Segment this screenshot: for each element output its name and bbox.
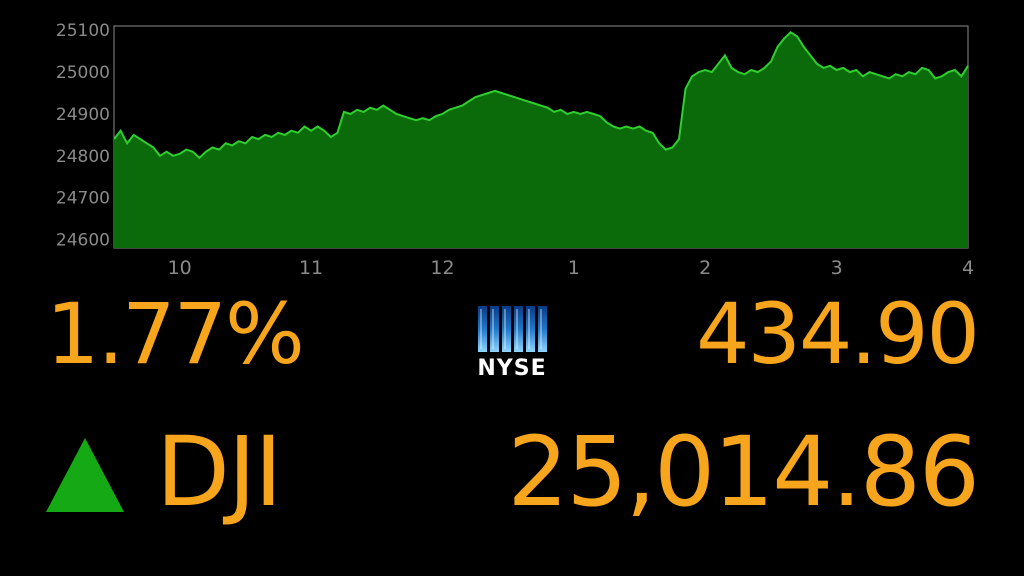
index-line-series	[113, 31, 969, 160]
y-axis-labels: 24600 24700 24800 24900 25000 25100	[56, 21, 110, 250]
nyse-logo: NYSE	[474, 306, 550, 382]
x-tick-label: 12	[430, 257, 454, 279]
x-tick-label: 1	[568, 257, 580, 279]
x-tick-label: 4	[962, 257, 974, 279]
x-axis-labels: 10 11 12 1 2 3 4	[168, 257, 974, 279]
index-area-fill	[114, 32, 968, 248]
nyse-logo-text: NYSE	[477, 356, 547, 381]
x-tick-label: 11	[299, 257, 323, 279]
up-arrow-icon	[46, 438, 124, 512]
x-tick-label: 2	[699, 257, 711, 279]
index-level: 25,014.86	[507, 416, 980, 528]
points-change: 434.90	[696, 285, 980, 383]
y-tick-label: 25100	[56, 21, 110, 41]
percent-change: 1.77%	[46, 285, 305, 383]
nyse-logo-bars-icon	[474, 306, 550, 352]
y-tick-label: 24900	[56, 105, 110, 125]
y-tick-label: 24600	[56, 231, 110, 251]
y-tick-label: 24700	[56, 189, 110, 209]
y-tick-label: 24800	[56, 147, 110, 167]
x-tick-label: 10	[168, 257, 192, 279]
ticker-symbol: DJI	[156, 416, 283, 528]
y-tick-label: 25000	[56, 63, 110, 83]
x-tick-label: 3	[831, 257, 843, 279]
